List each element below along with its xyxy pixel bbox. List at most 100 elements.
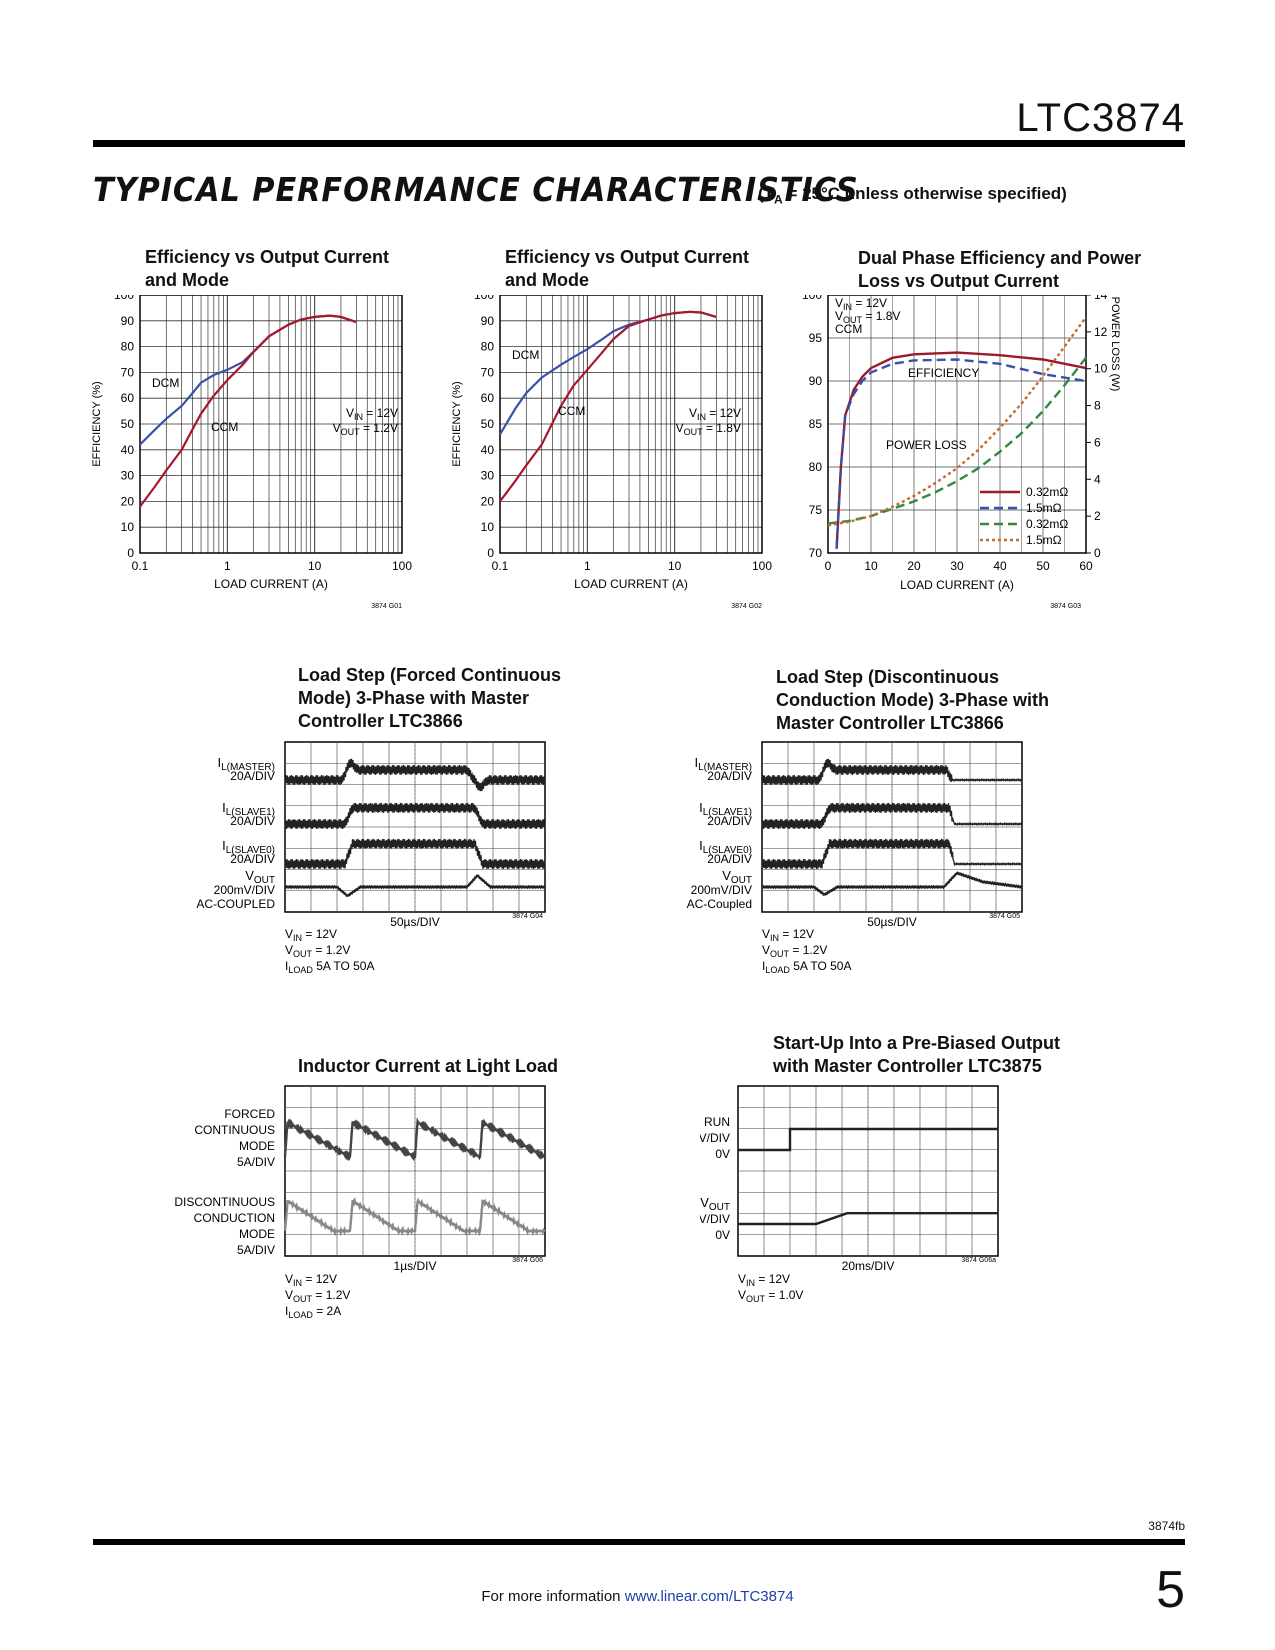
- y-tick-label: 20: [121, 494, 135, 508]
- channel-label-forced: 5A/DIV: [237, 1155, 275, 1169]
- scope-load-step-fcm: IL(MASTER)20A/DIVIL(SLAVE1)20A/DIVIL(SLA…: [196, 741, 546, 975]
- x-axis-label: LOAD CURRENT (A): [574, 577, 688, 591]
- plot-frame: [139, 295, 403, 554]
- y-tick-label: 30: [481, 469, 495, 483]
- channel-label: VOUT: [245, 868, 275, 886]
- y-tick-label: 70: [809, 546, 823, 560]
- figure-code: 3874 G05: [989, 913, 1020, 920]
- series-line-ccm: [139, 314, 357, 508]
- y-tick-label: 80: [809, 460, 823, 474]
- y-tick-label: 70: [481, 365, 495, 379]
- y-tick-label: 70: [121, 365, 135, 379]
- footer-rule: [93, 1539, 1185, 1545]
- scope-trace: [761, 871, 1023, 897]
- y2-tick-label: 12: [1094, 325, 1108, 339]
- condition-text: ILOAD 5A TO 50A: [762, 959, 851, 975]
- plot-frame: [499, 295, 763, 554]
- channel-scale: 20A/DIV: [230, 814, 275, 828]
- annotation-power-loss: POWER LOSS: [886, 438, 967, 452]
- scope-trace: [761, 758, 1023, 786]
- channel-scale: 20A/DIV: [707, 852, 752, 866]
- scope-trace: [284, 758, 546, 792]
- x-tick-label: 40: [993, 559, 1007, 573]
- figure-code: 3874 G02: [731, 603, 762, 610]
- condition-text: CCM: [835, 322, 862, 336]
- channel-scale: 20A/DIV: [707, 814, 752, 828]
- x-tick-label: 10: [864, 559, 878, 573]
- channel-label: IL(SLAVE0): [222, 838, 275, 856]
- footer-link[interactable]: www.linear.com/LTC3874: [624, 1588, 794, 1605]
- channel-label-forced: FORCED: [224, 1107, 275, 1121]
- y-tick-label: 50: [481, 417, 495, 431]
- y2-tick-label: 6: [1094, 435, 1101, 449]
- channel-label: IL(MASTER): [694, 755, 752, 773]
- series-line: [835, 358, 1087, 549]
- y-tick-label: 10: [121, 520, 135, 534]
- y2-tick-label: 2: [1094, 509, 1101, 523]
- channel-coupling: AC-COUPLED: [196, 897, 275, 911]
- x-tick-label: 100: [752, 559, 772, 573]
- y-axis-label: EFFICIENCY (%): [91, 381, 103, 466]
- y-tick-label: 30: [121, 469, 135, 483]
- y-tick-label: 50: [121, 417, 135, 431]
- y-tick-label: 90: [809, 374, 823, 388]
- channel-scale: 200mV/DIV: [691, 883, 752, 897]
- time-scale-label: 50µs/DIV: [867, 915, 917, 929]
- y-tick-label: 80: [481, 340, 495, 354]
- dual-phase-chart: 0 10 20 30 40 50 60 70 75 80 85 90 95 100 0 2 4 6 8 10 12 14 L…: [802, 295, 1121, 610]
- trace-forced-continuous: [283, 1117, 546, 1162]
- y-tick-label: 90: [121, 314, 135, 328]
- trace-run: [738, 1127, 998, 1152]
- chart-title-g06: Inductor Current at Light Load: [298, 1056, 558, 1076]
- condition-text: VOUT = 1.2V: [333, 421, 398, 437]
- annotation-efficiency: EFFICIENCY: [908, 366, 979, 380]
- channel-label: IL(SLAVE1): [222, 800, 275, 818]
- channel-scale: 200mV/DIV: [214, 883, 275, 897]
- condition-text: VOUT = 1.2V: [285, 943, 350, 959]
- y2-axis-label: POWER LOSS (W): [1109, 297, 1121, 392]
- condition-text: VIN = 12V: [762, 927, 814, 943]
- chart-title-g01: Efficiency vs Output Current and Mode: [145, 247, 390, 290]
- y-tick-label: 100: [474, 295, 494, 302]
- condition-text: ILOAD = 2A: [285, 1304, 341, 1320]
- y-tick-label: 100: [802, 295, 822, 302]
- scope-trace: [284, 838, 546, 870]
- channel-label-run: 5V/DIV: [700, 1131, 730, 1145]
- chart-title-g06a: Start-Up Into a Pre-Biased Output with Ma…: [773, 1033, 1061, 1076]
- channel-label-run: RUN: [704, 1115, 730, 1129]
- figure-code: 3874 G04: [512, 913, 543, 920]
- x-tick-label: 20: [907, 559, 921, 573]
- condition-text: VIN = 12V: [285, 927, 337, 943]
- x-tick-label: 50: [1036, 559, 1050, 573]
- channel-label-run: 0V: [715, 1147, 730, 1161]
- legend-label: 0.32mΩ: [1026, 517, 1068, 531]
- y-tick-label: 85: [809, 417, 823, 431]
- y-tick-label: 75: [809, 503, 823, 517]
- y-tick-label: 0: [487, 546, 494, 560]
- efficiency-chart-1v8: 0 10 20 30 40 50 60 70 80 90 100 0.1 1 10 100 LOAD CURR…: [451, 295, 772, 610]
- x-tick-label: 100: [392, 559, 412, 573]
- scope-trace: [284, 874, 546, 898]
- y-tick-label: 60: [121, 391, 135, 405]
- scope-startup: RUN 5V/DIV 0V VOUT1V/DIV 0V 20ms/DIV 3874 G06a…: [700, 1085, 999, 1304]
- figure-code: 3874 G03: [1050, 603, 1081, 610]
- figure-code: 3874 G06: [512, 1257, 543, 1264]
- time-scale-label: 20ms/DIV: [842, 1259, 895, 1273]
- annotation-dcm: DCM: [512, 348, 539, 362]
- page-number: 5: [1156, 1561, 1185, 1619]
- x-tick-label: 10: [308, 559, 322, 573]
- y-tick-label: 95: [809, 331, 823, 345]
- part-number: LTC3874: [1016, 96, 1185, 140]
- x-tick-label: 1: [584, 559, 591, 573]
- channel-label: VOUT: [722, 868, 752, 886]
- channel-zero: 0V: [715, 1228, 730, 1242]
- condition-text: VOUT = 1.2V: [285, 1288, 350, 1304]
- channel-label-forced: CONTINUOUS: [194, 1123, 275, 1137]
- efficiency-chart-1v2: 0 10 20 30 40 50 60 70 80 90 100 0.1 1 10 100 LOAD CURR…: [91, 295, 412, 610]
- y-tick-label: 90: [481, 314, 495, 328]
- channel-scale: 1V/DIV: [700, 1212, 730, 1226]
- section-title: TYPICAL PERFORMANCE CHARACTERISTICS: [93, 170, 859, 209]
- y-tick-label: 10: [481, 520, 495, 534]
- y-axis-label: EFFICIENCY (%): [451, 381, 463, 466]
- series-line-dcm: [499, 310, 717, 435]
